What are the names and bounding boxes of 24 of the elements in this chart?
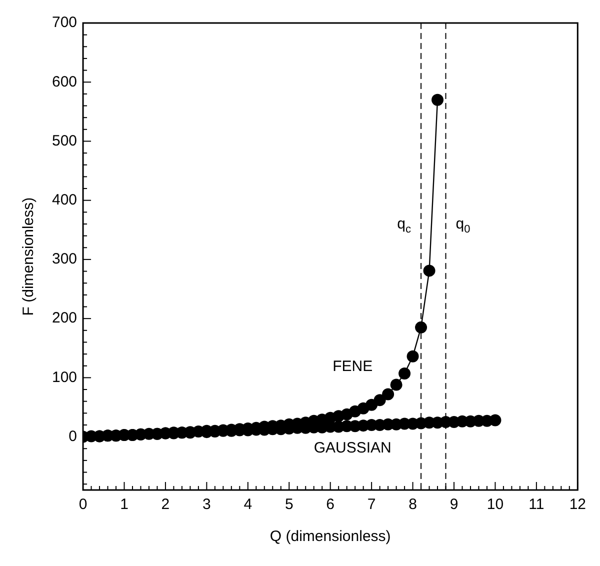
x-axis-title: Q (dimensionless) — [270, 528, 391, 546]
x-tick-label: 1 — [120, 496, 128, 514]
y-axis-title: F (dimensionless) — [20, 197, 38, 316]
x-tick-label: 11 — [528, 496, 544, 514]
x-tick-label: 3 — [202, 496, 211, 514]
y-tick-label: 100 — [52, 368, 78, 386]
annotation: FENE — [332, 358, 373, 375]
y-tick-label: 700 — [52, 14, 78, 32]
y-tick-label: 300 — [52, 250, 78, 268]
x-tick-label: 9 — [450, 496, 458, 514]
annotation: GAUSSIAN — [314, 440, 392, 457]
x-tick-label: 4 — [244, 496, 252, 514]
x-tick-label: 12 — [569, 496, 586, 514]
y-tick-label: 200 — [52, 310, 78, 327]
x-tick-label: 2 — [161, 496, 170, 514]
x-tick-label: 5 — [284, 496, 294, 514]
y-tick-label: 0 — [68, 428, 78, 445]
x-tick-label: 10 — [486, 496, 504, 514]
y-tick-label: 600 — [52, 73, 78, 90]
y-tick-label: 400 — [52, 191, 78, 208]
x-tick-label: 6 — [326, 496, 335, 514]
y-tick-label: 500 — [52, 132, 78, 150]
x-tick-label: 7 — [367, 496, 376, 514]
x-tick-label: 8 — [408, 496, 417, 514]
